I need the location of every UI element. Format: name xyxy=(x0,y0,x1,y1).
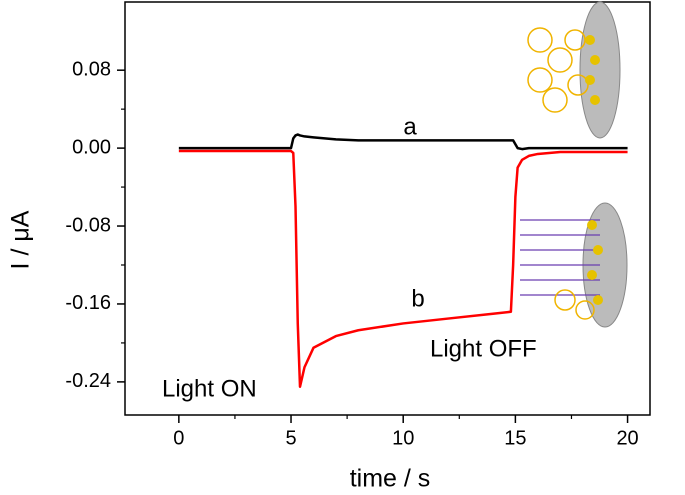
y-tick-label: -0.08 xyxy=(65,214,111,236)
x-tick-label: 5 xyxy=(285,427,296,449)
y-tick-label: -0.24 xyxy=(65,370,111,392)
electrode-icon-bottom xyxy=(520,202,628,328)
electrode-icon-top xyxy=(527,1,621,139)
y-axis-title: I / μA xyxy=(7,210,35,269)
x-tick-label: 0 xyxy=(173,427,184,449)
annotation: b xyxy=(411,285,424,312)
annotation: Light OFF xyxy=(430,335,537,362)
x-tick-label: 10 xyxy=(392,427,414,449)
series-line xyxy=(178,149,628,389)
x-tick-label: 15 xyxy=(504,427,526,449)
series-line xyxy=(178,133,628,151)
annotation: a xyxy=(403,113,417,140)
annotation: Light ON xyxy=(162,375,257,402)
plot-frame xyxy=(124,1,651,416)
x-axis-title: time / s xyxy=(350,465,431,493)
y-tick-label: 0.08 xyxy=(72,58,111,80)
y-tick-label: 0.00 xyxy=(72,136,111,158)
y-tick-label: -0.16 xyxy=(65,292,111,314)
x-tick-label: 20 xyxy=(616,427,638,449)
